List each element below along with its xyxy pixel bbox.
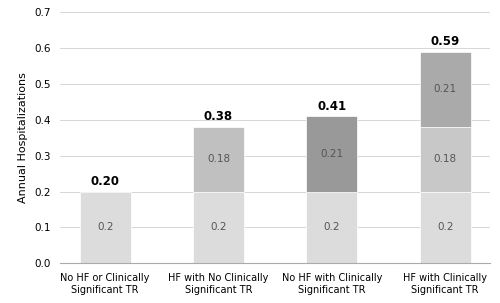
Text: 0.21: 0.21 (320, 149, 344, 159)
Bar (420, 127, 470, 191)
Text: 0.18: 0.18 (434, 154, 457, 164)
Bar (193, 191, 244, 263)
Text: 0.2: 0.2 (437, 222, 454, 232)
Text: 0.18: 0.18 (207, 154, 230, 164)
Text: 0.38: 0.38 (204, 111, 233, 124)
Text: 0.2: 0.2 (97, 222, 114, 232)
Y-axis label: Annual Hospitalizations: Annual Hospitalizations (18, 72, 28, 203)
Bar (193, 127, 244, 191)
Text: 0.20: 0.20 (90, 175, 120, 188)
Text: 0.2: 0.2 (210, 222, 227, 232)
Text: 0.2: 0.2 (324, 222, 340, 232)
Text: 0.59: 0.59 (430, 35, 460, 48)
Text: 0.21: 0.21 (434, 85, 457, 95)
Bar (80, 191, 130, 263)
Bar (420, 52, 470, 127)
Bar (420, 191, 470, 263)
Bar (306, 191, 358, 263)
Bar (306, 116, 358, 191)
Text: 0.41: 0.41 (318, 100, 346, 113)
